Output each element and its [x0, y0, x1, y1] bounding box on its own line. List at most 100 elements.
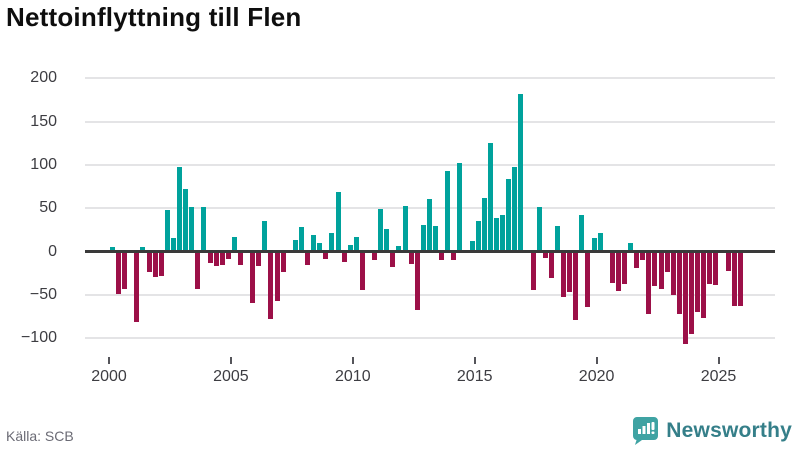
- bar-quarter-2008q2: [311, 235, 317, 252]
- x-tick-mark: [595, 357, 598, 364]
- gridline: [85, 164, 775, 167]
- bar-quarter-2023q3: [682, 253, 688, 345]
- bar-quarter-2009q3: [341, 253, 347, 262]
- bar-quarter-2017q4: [542, 253, 548, 259]
- bar-quarter-2003q1: [183, 189, 189, 252]
- bar-quarter-2024q4: [713, 253, 719, 286]
- bar-quarter-2019q3: [585, 253, 591, 307]
- y-tick-label: 100: [30, 156, 57, 174]
- x-tick-mark: [717, 357, 720, 364]
- bar-quarter-2020q3: [609, 253, 615, 283]
- bar-quarter-2011q1: [378, 209, 384, 252]
- bar-quarter-2019q2: [579, 215, 585, 252]
- bar-quarter-2022q3: [658, 253, 664, 289]
- bar-quarter-2004q2: [213, 253, 219, 267]
- bar-quarter-2011q4: [396, 245, 402, 252]
- chart-title: Nettoinflyttning till Flen: [6, 2, 302, 32]
- bar-quarter-2015q3: [487, 143, 493, 252]
- bar-quarter-2023q4: [689, 253, 695, 334]
- bar-quarter-2018q4: [567, 253, 573, 293]
- bar-quarter-2016q3: [512, 166, 518, 252]
- bar-quarter-2000q1: [110, 247, 115, 252]
- bar-quarter-2021q1: [621, 253, 627, 284]
- bar-quarter-2018q2: [554, 225, 560, 252]
- bar-quarter-2001q2: [140, 247, 146, 252]
- bar-quarter-2020q1: [597, 232, 603, 252]
- bar-quarter-2017q2: [530, 253, 536, 291]
- brand-logo: Newsworthy: [632, 416, 792, 445]
- bar-quarter-2014q1: [451, 253, 457, 261]
- bar-quarter-2005q2: [237, 253, 243, 266]
- zero-axis-line: [85, 250, 775, 254]
- bar-quarter-2014q2: [457, 163, 463, 252]
- bar-quarter-2025q4: [737, 253, 743, 307]
- bar-quarter-2023q2: [676, 253, 682, 314]
- bar-quarter-2010q4: [372, 253, 378, 261]
- bar-quarter-2020q4: [615, 253, 621, 292]
- bar-quarter-2013q4: [445, 171, 451, 252]
- bar-quarter-2006q4: [274, 253, 280, 301]
- bar-quarter-2004q3: [219, 253, 225, 266]
- bar-quarter-2025q3: [731, 253, 737, 307]
- bar-quarter-2003q2: [189, 206, 195, 252]
- bar-quarter-2006q3: [268, 253, 274, 320]
- y-tick-label: −100: [20, 329, 57, 347]
- x-tick-label: 2020: [578, 368, 615, 385]
- bar-quarter-2002q2: [164, 210, 170, 252]
- bar-quarter-2000q3: [122, 253, 128, 289]
- x-tick-label: 2025: [700, 368, 737, 385]
- bar-quarter-2017q3: [536, 207, 542, 252]
- bar-quarter-2009q1: [329, 233, 335, 252]
- bar-quarter-2002q3: [170, 237, 176, 252]
- gridline: [85, 337, 775, 340]
- plot-area: 200 150 100 50 0 −50 −100 2000 2005 2010 2015 2020…: [21, 60, 775, 385]
- bar-quarter-2000q2: [116, 253, 122, 294]
- y-tick-label: 50: [39, 199, 57, 217]
- bar-quarter-2013q2: [433, 225, 439, 252]
- bar-quarter-2004q1: [207, 253, 213, 263]
- bar-quarter-2014q4: [469, 241, 475, 252]
- bar-quarter-2021q2: [628, 243, 634, 252]
- bar-quarter-2006q1: [256, 253, 262, 267]
- bar-quarter-2005q4: [250, 253, 256, 304]
- bar-quarter-2019q4: [591, 237, 597, 252]
- bar-quarter-2024q2: [701, 253, 707, 319]
- bar-quarter-2013q1: [426, 198, 432, 252]
- bar-quarter-2004q4: [225, 253, 231, 260]
- bar-quarter-2016q4: [518, 93, 524, 252]
- x-tick-mark: [473, 357, 476, 364]
- bar-quarter-2023q1: [670, 253, 676, 295]
- bar-quarter-2022q2: [652, 253, 658, 287]
- gridline: [85, 77, 775, 80]
- bar-quarter-2001q3: [146, 253, 152, 273]
- bar-quarter-2013q3: [439, 253, 445, 261]
- source-note: Källa: SCB: [6, 428, 74, 444]
- bar-quarter-2007q3: [292, 240, 298, 252]
- bar-quarter-2009q4: [347, 244, 353, 252]
- bar-quarter-2011q2: [384, 229, 390, 252]
- y-tick-label: 0: [48, 242, 57, 260]
- y-tick-label: 150: [30, 112, 57, 130]
- bar-quarter-2002q1: [158, 253, 164, 276]
- bar-quarter-2021q3: [634, 253, 640, 268]
- y-tick-label: 200: [30, 69, 57, 87]
- bar-quarter-2012q4: [420, 224, 426, 252]
- x-tick-label: 2010: [335, 368, 371, 385]
- bar-quarter-2012q3: [414, 253, 420, 310]
- bar-quarter-2007q4: [298, 227, 304, 252]
- bar-quarter-2018q3: [561, 253, 567, 298]
- bar-quarter-2007q1: [280, 253, 286, 273]
- gridline: [85, 120, 775, 123]
- bar-quarter-2021q4: [640, 253, 646, 261]
- y-tick-label: −50: [29, 286, 57, 304]
- bar-quarter-2008q3: [317, 243, 323, 252]
- bar-quarter-2012q1: [402, 205, 408, 252]
- bar-quarter-2012q2: [408, 253, 414, 264]
- bar-quarter-2009q2: [335, 191, 341, 252]
- bar-quarter-2015q4: [493, 217, 499, 252]
- bar-quarter-2008q1: [305, 253, 311, 266]
- bar-quarter-2005q1: [231, 236, 237, 252]
- bar-quarter-2016q1: [500, 215, 506, 252]
- bar-quarter-2010q1: [353, 236, 359, 252]
- x-tick-mark: [108, 357, 110, 364]
